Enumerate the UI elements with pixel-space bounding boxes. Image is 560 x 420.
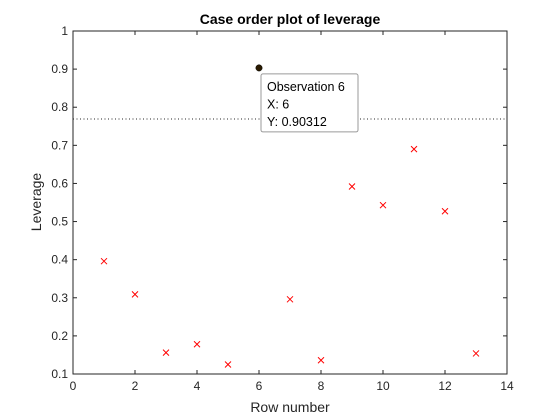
- y-tick-label: 0.6: [51, 176, 68, 190]
- y-axis-label: Leverage: [28, 173, 44, 232]
- datatip-x-label: X: 6: [267, 97, 289, 111]
- x-tick-label: 2: [132, 379, 139, 393]
- data-point-marker: [348, 183, 356, 190]
- marker-stroke: [348, 183, 356, 190]
- plot-frame: [72, 30, 508, 375]
- marker-stroke: [286, 295, 294, 303]
- datatip-box: [260, 73, 359, 133]
- marker-stroke: [441, 207, 449, 215]
- marker-stroke: [317, 356, 325, 364]
- highlighted-point-group[interactable]: [255, 64, 263, 72]
- marker-stroke: [224, 361, 232, 368]
- data-point-marker: [100, 257, 108, 265]
- data-point-marker: [193, 340, 201, 348]
- data-point-marker: [286, 295, 294, 303]
- data-markers: [100, 145, 480, 368]
- marker-stroke: [100, 257, 108, 265]
- marker-stroke: [472, 350, 480, 357]
- marker-stroke: [193, 340, 201, 348]
- y-tick-label: 0.7: [51, 138, 68, 152]
- marker-stroke: [131, 290, 139, 298]
- y-tick-label: 0.3: [51, 291, 68, 305]
- x-axis-label: Row number: [250, 399, 330, 415]
- y-tick-label: 0.5: [51, 215, 68, 229]
- marker-stroke: [410, 145, 418, 153]
- marker-stroke: [379, 201, 387, 209]
- marker-stroke: [162, 349, 170, 357]
- x-tick-label: 6: [256, 379, 263, 393]
- datatip-observation-label: Observation 6: [267, 80, 345, 94]
- data-point-marker: [441, 207, 449, 215]
- highlighted-point: [255, 64, 263, 72]
- x-tick-label: 4: [194, 379, 201, 393]
- datatip[interactable]: Observation 6 X: 6 Y: 0.90312: [260, 73, 359, 133]
- x-tick-label: 12: [438, 379, 452, 393]
- data-point-marker: [379, 201, 387, 209]
- chart-title: Case order plot of leverage: [200, 11, 381, 27]
- data-point-marker: [162, 349, 170, 357]
- y-tick-label: 0.4: [51, 253, 68, 267]
- data-point-marker: [131, 290, 139, 298]
- y-tick-label: 1: [61, 24, 68, 38]
- y-tick-label: 0.1: [51, 367, 68, 381]
- data-point-marker: [317, 356, 325, 364]
- y-tick-label: 0.8: [51, 100, 68, 114]
- x-tick-label: 8: [318, 379, 325, 393]
- datatip-y-label: Y: 0.90312: [267, 115, 327, 129]
- data-point-marker: [472, 350, 480, 357]
- data-point-marker: [410, 145, 418, 153]
- y-tick-label: 0.9: [51, 62, 68, 76]
- y-tick-label: 0.2: [51, 329, 68, 343]
- data-point-marker: [224, 361, 232, 368]
- x-tick-label: 10: [376, 379, 390, 393]
- x-tick-label: 0: [70, 379, 77, 393]
- x-tick-label: 14: [500, 379, 514, 393]
